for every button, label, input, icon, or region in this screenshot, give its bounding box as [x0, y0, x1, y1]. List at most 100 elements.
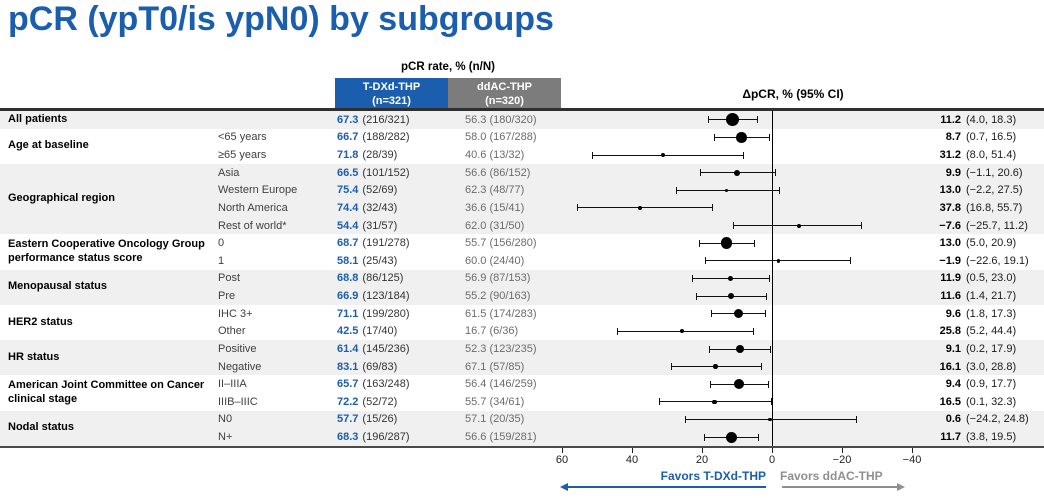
tdxd-frac: (199/280): [362, 307, 410, 320]
delta-ci: (−24.2, 24.8): [966, 413, 1029, 426]
favors-tdxd-arrow: [567, 486, 766, 488]
group-rows: Post 68.8 (86/125) 56.9 (87/153) 11.9 (0.5, 2…: [218, 270, 1044, 305]
tdxd-frac: (69/83): [362, 360, 398, 373]
delta-ci: (−22.6, 19.1): [966, 254, 1029, 267]
group-rows: 0 68.7 (191/278) 55.7 (156/280) 13.0 (5.0, 20…: [218, 234, 1044, 269]
table-row: Post 68.8 (86/125) 56.9 (87/153) 11.9 (0.5, 2…: [218, 270, 1044, 288]
delta-number: 16.5: [939, 395, 961, 408]
axis-tick-label: 20: [695, 454, 709, 466]
favors-tdxd-label: Favors T-DXd-THP: [660, 469, 766, 483]
group-label: American Joint Committee on Cancer clini…: [8, 379, 205, 406]
tdxd-value: 75.4 (52/69): [337, 184, 465, 196]
tdxd-pct: 65.7: [337, 378, 359, 391]
delta-number: 37.8: [939, 201, 961, 214]
delta-ci: (8.0, 51.4): [966, 149, 1017, 162]
ddac-value: 56.6 (159/281): [465, 431, 537, 444]
axis-tick: [772, 448, 773, 453]
tdxd-frac: (28/39): [362, 149, 398, 162]
subgroup-block: American Joint Committee on Cancer clini…: [0, 375, 1044, 410]
group-label: HR status: [8, 350, 60, 363]
tdxd-frac: (52/69): [362, 184, 398, 197]
ddac-value: 55.2 (90/163): [465, 290, 531, 303]
delta-number: 11.6: [940, 290, 961, 303]
delta-ci: (0.9, 17.7): [966, 378, 1017, 391]
table-row: 0 68.7 (191/278) 55.7 (156/280) 13.0 (5.0, 20…: [218, 234, 1044, 252]
tdxd-pct: 42.5: [337, 325, 359, 338]
table-row: IHC 3+ 71.1 (199/280) 61.5 (174/283) 9.6 (1.8…: [218, 305, 1044, 323]
delta-ci: (1.4, 21.7): [966, 290, 1017, 303]
tdxd-frac: (25/43): [362, 254, 398, 267]
table-row: Rest of world* 54.4 (31/57) 62.0 (31/50) −7.…: [218, 217, 1044, 235]
subgroup-block: Nodal status N0 57.7 (15/26) 57.1 (20/35) 0.6…: [0, 410, 1044, 446]
ddac-value: 40.6 (13/32): [465, 149, 525, 162]
tdxd-pct: 71.8: [337, 149, 359, 162]
delta-number: 13.0: [939, 184, 961, 197]
delta-value: 13.0 (−2.2, 27.5): [903, 184, 1044, 196]
subgroup-label: IHC 3+: [218, 307, 253, 320]
tdxd-value: 68.8 (86/125): [337, 272, 465, 284]
delta-value: 8.7 (0.7, 16.5): [903, 131, 1044, 143]
subgroup-label: N+: [218, 431, 233, 444]
delta-value: 11.9 (0.5, 23.0): [903, 272, 1044, 284]
subgroup-label: Other: [218, 325, 246, 338]
ddac-value: 56.4 (146/259): [465, 378, 537, 391]
ddac-value: 61.5 (174/283): [465, 307, 537, 320]
tdxd-pct: 83.1: [337, 360, 359, 373]
delta-number: 0.6: [945, 413, 961, 426]
delta-number: −1.9: [939, 254, 961, 267]
delta-number: −7.6: [939, 219, 961, 232]
group-rows: II–IIIA 65.7 (163/248) 56.4 (146/259) 9.4 (0.…: [218, 375, 1044, 410]
tdxd-pct: 68.7: [337, 237, 359, 250]
page-title: pCR (ypT0/is ypN0) by subgroups: [8, 0, 554, 38]
ddac-value: 56.9 (87/153): [465, 272, 531, 285]
table-row: Asia 66.5 (101/152) 56.6 (86/152) 9.9 (−1.1, …: [218, 164, 1044, 182]
group-rows: <65 years 66.7 (188/282) 58.0 (167/288) 8.7(…: [218, 129, 1044, 164]
favors-ddac-label: Favors ddAC-THP: [780, 469, 883, 483]
delta-value: 16.5 (0.1, 32.3): [903, 396, 1044, 408]
table-row: N+ 68.3 (196/287) 56.6 (159/281) 11.7 (3.8, 1…: [218, 428, 1044, 446]
ddac-value: 67.1 (57/85): [465, 360, 525, 373]
delta-ci: (16.8, 55.7): [966, 201, 1023, 214]
delta-number: 9.9: [945, 166, 961, 179]
ddac-value: 62.0 (31/50): [465, 219, 525, 232]
tdxd-pct: 58.1: [337, 254, 359, 267]
tdxd-value: 66.7 (188/282): [337, 131, 465, 143]
table-row: 1 58.1 (25/43) 60.0 (24/40) −1.9 (−22.6, 19.1…: [218, 252, 1044, 270]
tdxd-value: 71.1 (199/280): [337, 308, 465, 320]
table-row: Positive 61.4 (145/236) 52.3 (123/235) 9.1 (0…: [218, 340, 1044, 358]
tdxd-frac: (17/40): [362, 325, 398, 338]
delta-ci: (0.7, 16.5): [966, 131, 1017, 144]
tdxd-frac: (188/282): [362, 131, 410, 144]
group-label: Eastern Cooperative Oncology Group perfo…: [8, 238, 205, 265]
axis-tick-label: −20: [832, 454, 852, 466]
delta-number: 13.0: [939, 237, 961, 250]
tdxd-pct: 61.4: [337, 342, 359, 355]
tdxd-pct: 66.9: [337, 290, 359, 303]
tdxd-frac: (15/26): [362, 413, 398, 426]
delta-number: 8.7: [945, 131, 961, 144]
table-row: Other 42.5 (17/40) 16.7 (6/36) 25.8 (5.2, 44.…: [218, 323, 1044, 341]
tdxd-frac: (145/236): [362, 342, 410, 355]
subgroup-block: Menopausal status Post 68.8 (86/125) 56.9 (8…: [0, 269, 1044, 305]
delta-value: 9.4 (0.9, 17.7): [903, 378, 1044, 390]
table-row: IIIB–IIIC 72.2 (52/72) 55.7 (34/61) 16.5 (0.1…: [218, 393, 1044, 411]
tdxd-pct: 68.3: [337, 431, 359, 444]
delta-number: 11.2: [940, 113, 961, 126]
delta-pcr-column-header: ΔpCR, % (95% CI): [742, 87, 844, 101]
delta-number: 9.4: [945, 378, 961, 391]
ddac-column-header: ddAC-THP (n=320): [448, 78, 561, 110]
delta-value: 9.9 (−1.1, 20.6): [903, 167, 1044, 179]
tdxd-value: 71.8 (28/39): [337, 149, 465, 161]
favors-ddac-arrow: [782, 486, 897, 488]
tdxd-frac: (52/72): [362, 395, 398, 408]
tdxd-pct: 54.4: [337, 219, 359, 232]
ddac-arm-name: ddAC-THP: [477, 80, 532, 93]
tdxd-value: 57.7 (15/26): [337, 413, 465, 425]
tdxd-value: 68.7 (191/278): [337, 237, 465, 249]
delta-ci: (0.5, 23.0): [966, 272, 1017, 285]
tdxd-pct: 75.4: [337, 184, 359, 197]
group-label: Geographical region: [8, 192, 115, 205]
favors-tdxd-arrow-head: [560, 483, 568, 491]
tdxd-value: 74.4 (32/43): [337, 202, 465, 214]
